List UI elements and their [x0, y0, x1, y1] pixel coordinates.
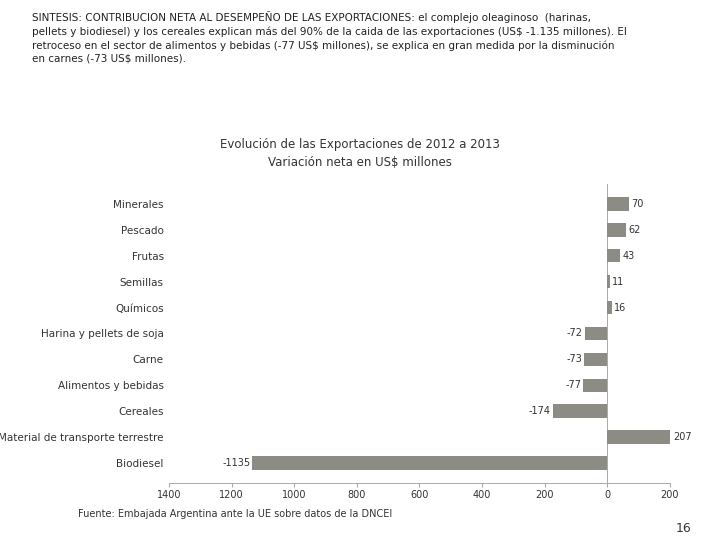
- Text: -1135: -1135: [222, 458, 251, 468]
- Text: -73: -73: [567, 354, 582, 364]
- Bar: [607, 197, 629, 211]
- Text: 16: 16: [675, 522, 691, 535]
- Text: -72: -72: [567, 328, 582, 339]
- Bar: [553, 404, 607, 418]
- Text: 207: 207: [674, 432, 693, 442]
- Text: Fuente: Embajada Argentina ante la UE sobre datos de la DNCEI: Fuente: Embajada Argentina ante la UE so…: [78, 509, 392, 519]
- Text: 70: 70: [631, 199, 643, 209]
- Bar: [584, 353, 607, 366]
- Bar: [583, 379, 607, 392]
- Text: 16: 16: [614, 302, 626, 313]
- Text: SINTESIS: CONTRIBUCION NETA AL DESEMPEÑO DE LAS EXPORTACIONES: el complejo oleag: SINTESIS: CONTRIBUCION NETA AL DESEMPEÑO…: [32, 11, 627, 64]
- Text: 43: 43: [622, 251, 634, 261]
- Bar: [607, 223, 626, 237]
- Bar: [252, 456, 607, 470]
- Text: 62: 62: [629, 225, 641, 235]
- Text: -174: -174: [528, 406, 551, 416]
- Bar: [607, 275, 611, 288]
- Bar: [607, 249, 621, 262]
- Bar: [585, 327, 607, 340]
- Bar: [607, 430, 672, 444]
- Text: Evolución de las Exportaciones de 2012 a 2013
Variación neta en US$ millones: Evolución de las Exportaciones de 2012 a…: [220, 138, 500, 168]
- Text: -77: -77: [565, 380, 581, 390]
- Bar: [607, 301, 612, 314]
- Text: 11: 11: [613, 276, 625, 287]
